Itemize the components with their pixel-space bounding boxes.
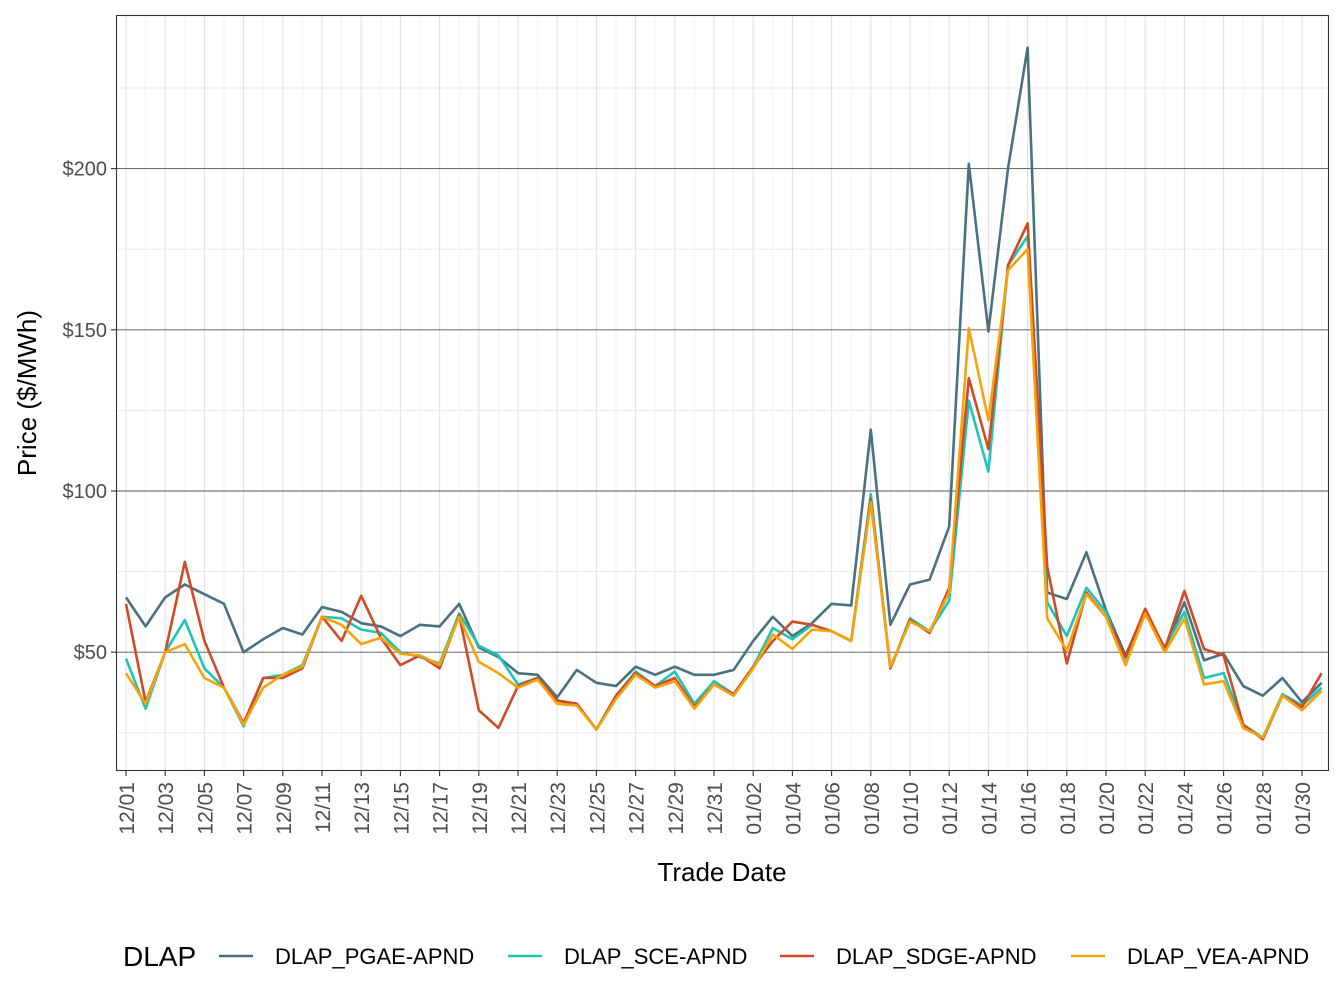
axis-layer: $50 $100 $150 $200 12/01 12/03 12/05 12/07 12/09… bbox=[63, 159, 1316, 835]
series-layer bbox=[124, 46, 1323, 741]
x-tick-label: 01/26 bbox=[1214, 782, 1237, 835]
legend-label: DLAP_SDGE-APND bbox=[836, 944, 1037, 969]
x-tick-label: 01/18 bbox=[1057, 782, 1080, 835]
grid-layer bbox=[117, 16, 1328, 770]
x-tick-label: 12/25 bbox=[586, 782, 609, 835]
x-tick-label: 12/21 bbox=[508, 782, 531, 835]
x-tick-label: 01/06 bbox=[822, 782, 845, 835]
x-tick-label: 01/14 bbox=[978, 782, 1001, 835]
y-tick-label: $150 bbox=[63, 320, 108, 342]
x-tick-label: 12/15 bbox=[390, 782, 413, 835]
y-axis-title: Price ($/MWh) bbox=[12, 310, 42, 476]
x-axis-title: Trade Date bbox=[657, 857, 786, 887]
legend-label: DLAP_VEA-APND bbox=[1127, 944, 1309, 969]
y-tick-label: $50 bbox=[74, 642, 107, 664]
x-tick-label: 01/24 bbox=[1174, 782, 1197, 835]
x-tick-label: 01/30 bbox=[1292, 782, 1315, 835]
y-tick-label: $100 bbox=[63, 481, 108, 503]
x-tick-label: 01/12 bbox=[939, 782, 962, 835]
x-tick-label: 01/16 bbox=[1018, 782, 1041, 835]
x-tick-label: 12/09 bbox=[273, 782, 296, 835]
x-tick-label: 01/04 bbox=[782, 782, 805, 835]
x-tick-label: 01/28 bbox=[1253, 782, 1276, 835]
x-tick-label: 01/22 bbox=[1135, 782, 1158, 835]
series-line-dlap-pgae-apnd bbox=[124, 46, 1323, 704]
x-tick-label: 01/08 bbox=[861, 782, 884, 835]
x-tick-label: 12/17 bbox=[430, 782, 453, 835]
x-tick-label: 12/01 bbox=[116, 782, 139, 835]
x-tick-label: 12/13 bbox=[351, 782, 374, 835]
legend: DLAP DLAP_PGAE-APND DLAP_SCE-APND DLAP_SDG… bbox=[123, 941, 1309, 972]
x-tick-label: 01/02 bbox=[743, 782, 766, 835]
y-tick-label: $200 bbox=[63, 159, 108, 181]
x-tick-label: 01/10 bbox=[900, 782, 923, 835]
x-tick-label: 12/19 bbox=[469, 782, 492, 835]
x-tick-label: 12/03 bbox=[155, 782, 178, 835]
legend-title: DLAP bbox=[123, 941, 196, 972]
x-tick-label: 12/23 bbox=[547, 782, 570, 835]
x-tick-label: 12/31 bbox=[704, 782, 727, 835]
legend-label: DLAP_SCE-APND bbox=[564, 944, 747, 969]
x-tick-label: 12/11 bbox=[312, 782, 335, 833]
x-tick-label: 12/29 bbox=[665, 782, 688, 835]
legend-label: DLAP_PGAE-APND bbox=[275, 944, 474, 969]
x-tick-label: 01/20 bbox=[1096, 782, 1119, 835]
x-tick-label: 12/05 bbox=[194, 782, 217, 835]
x-tick-label: 12/07 bbox=[234, 782, 257, 835]
x-tick-label: 12/27 bbox=[626, 782, 649, 835]
plot-panel-border bbox=[115, 14, 1330, 772]
series-line-dlap-vea-apnd bbox=[124, 247, 1323, 739]
